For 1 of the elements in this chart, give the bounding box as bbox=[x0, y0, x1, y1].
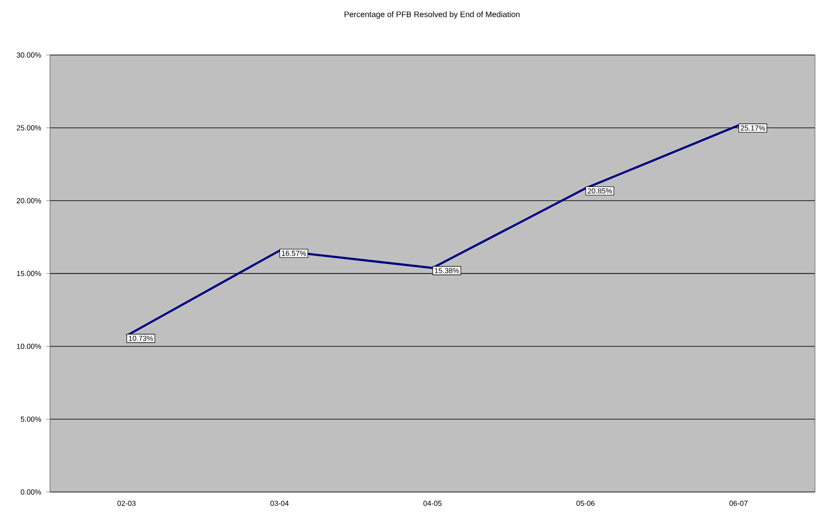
chart-title: Percentage of PFB Resolved by End of Mediation bbox=[344, 11, 520, 19]
